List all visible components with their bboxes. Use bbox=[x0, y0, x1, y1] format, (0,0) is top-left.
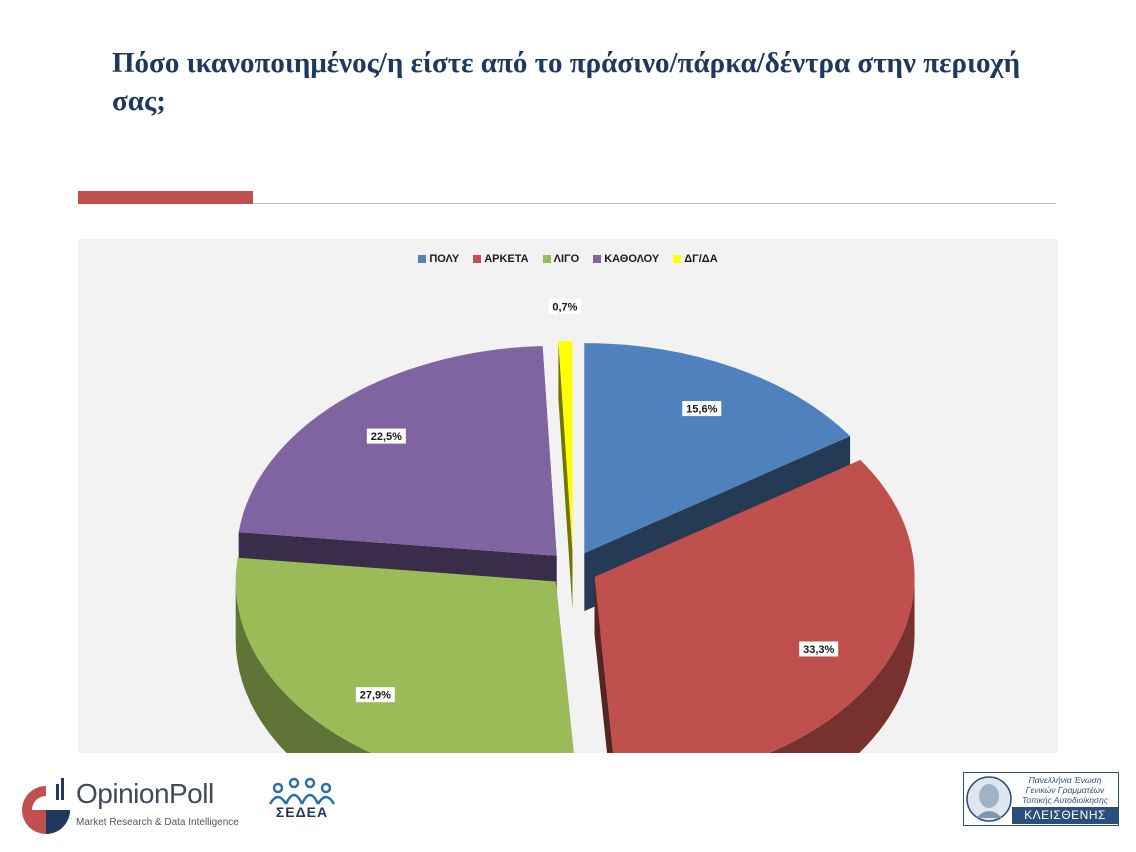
legend-label: ΔΓ/ΔΑ bbox=[684, 253, 718, 265]
kleisthenis-logo: Πανελλήνια Ένωση Γενικών Γραμματέων Τοπι… bbox=[963, 772, 1119, 826]
data-label-katholou: 22,5% bbox=[366, 428, 406, 444]
title-accent-bar bbox=[78, 191, 253, 204]
data-label-dg-da: 0,7% bbox=[548, 298, 582, 314]
legend-label: ΚΑΘΟΛΟΥ bbox=[604, 253, 660, 265]
chart-legend: ΠΟΛΥ ΑΡΚΕΤΑ ΛΙΓΟ ΚΑΘΟΛΟΥ ΔΓ/ΔΑ bbox=[78, 253, 1058, 265]
kleisthenis-line2: Γενικών Γραμματέων bbox=[1025, 785, 1105, 795]
pie-slice-edge-arketa bbox=[768, 576, 915, 753]
title-divider bbox=[253, 203, 1056, 204]
opinionpoll-logo: OpinionPoll Market Research & Data Intel… bbox=[16, 772, 239, 834]
legend-item-arketa: ΑΡΚΕΤΑ bbox=[473, 253, 529, 265]
legend-swatch bbox=[593, 255, 602, 263]
data-label-poly: 15,6% bbox=[682, 401, 722, 417]
legend-swatch bbox=[418, 255, 427, 263]
svg-text:22,5%: 22,5% bbox=[371, 431, 402, 443]
chart-area: ΠΟΛΥ ΑΡΚΕΤΑ ΛΙΓΟ ΚΑΘΟΛΟΥ ΔΓ/ΔΑ 15,6% 33,3… bbox=[78, 239, 1058, 753]
legend-label: ΠΟΛΥ bbox=[429, 253, 460, 265]
kleisthenis-line1: Πανελλήνια Ένωση bbox=[1028, 775, 1102, 785]
sedea-logo: ΣΕΔΕΑ bbox=[264, 776, 344, 822]
pie-slice-arketa bbox=[594, 459, 915, 753]
legend-swatch bbox=[542, 255, 551, 263]
legend-item-poly: ΠΟΛΥ bbox=[418, 253, 459, 265]
pie-slice-dg-da bbox=[558, 341, 573, 552]
kleisthenis-name: ΚΛΕΙΣΘΕΝΗΣ bbox=[1012, 807, 1118, 824]
svg-text:0,7%: 0,7% bbox=[552, 301, 577, 313]
legend-item-dg-da: ΔΓ/ΔΑ bbox=[673, 253, 718, 265]
svg-text:27,9%: 27,9% bbox=[360, 690, 391, 702]
pie-slice-poly bbox=[584, 343, 851, 554]
opinionpoll-tagline: Market Research & Data Intelligence bbox=[76, 817, 239, 828]
legend-item-katholou: ΚΑΘΟΛΟΥ bbox=[593, 253, 659, 265]
pie-slice-edge-ligo bbox=[235, 581, 372, 753]
pie-slice-katholou bbox=[238, 346, 557, 556]
legend-item-ligo: ΛΙΓΟ bbox=[542, 253, 580, 265]
legend-swatch bbox=[473, 255, 482, 263]
pie-slice-wall-dg-da bbox=[558, 341, 573, 610]
legend-label: ΑΡΚΕΤΑ bbox=[484, 253, 529, 265]
opinionpoll-logo-icon bbox=[22, 778, 70, 834]
data-label-arketa: 33,3% bbox=[799, 641, 839, 657]
legend-swatch bbox=[673, 255, 682, 263]
kleisthenis-bust-icon bbox=[966, 776, 1012, 822]
sedea-logo-icon bbox=[268, 777, 336, 805]
pie-chart: 15,6% 33,3% 27,9% 22,5% 0,7% bbox=[235, 298, 915, 753]
legend-label: ΛΙΓΟ bbox=[553, 253, 580, 265]
data-label-ligo: 27,9% bbox=[355, 687, 395, 703]
pie-slice-ligo bbox=[235, 557, 574, 753]
page-title: Πόσο ικανοποιημένος/η είστε από το πράσι… bbox=[112, 47, 1021, 117]
svg-text:15,6%: 15,6% bbox=[686, 404, 717, 416]
svg-text:33,3%: 33,3% bbox=[803, 644, 834, 656]
kleisthenis-line3: Τοπικής Αυτοδιοίκησης bbox=[1021, 795, 1109, 805]
pie-slice-wall-arketa bbox=[594, 576, 614, 753]
opinionpoll-name: OpinionPoll bbox=[76, 778, 214, 809]
sedea-name: ΣΕΔΕΑ bbox=[275, 804, 329, 820]
